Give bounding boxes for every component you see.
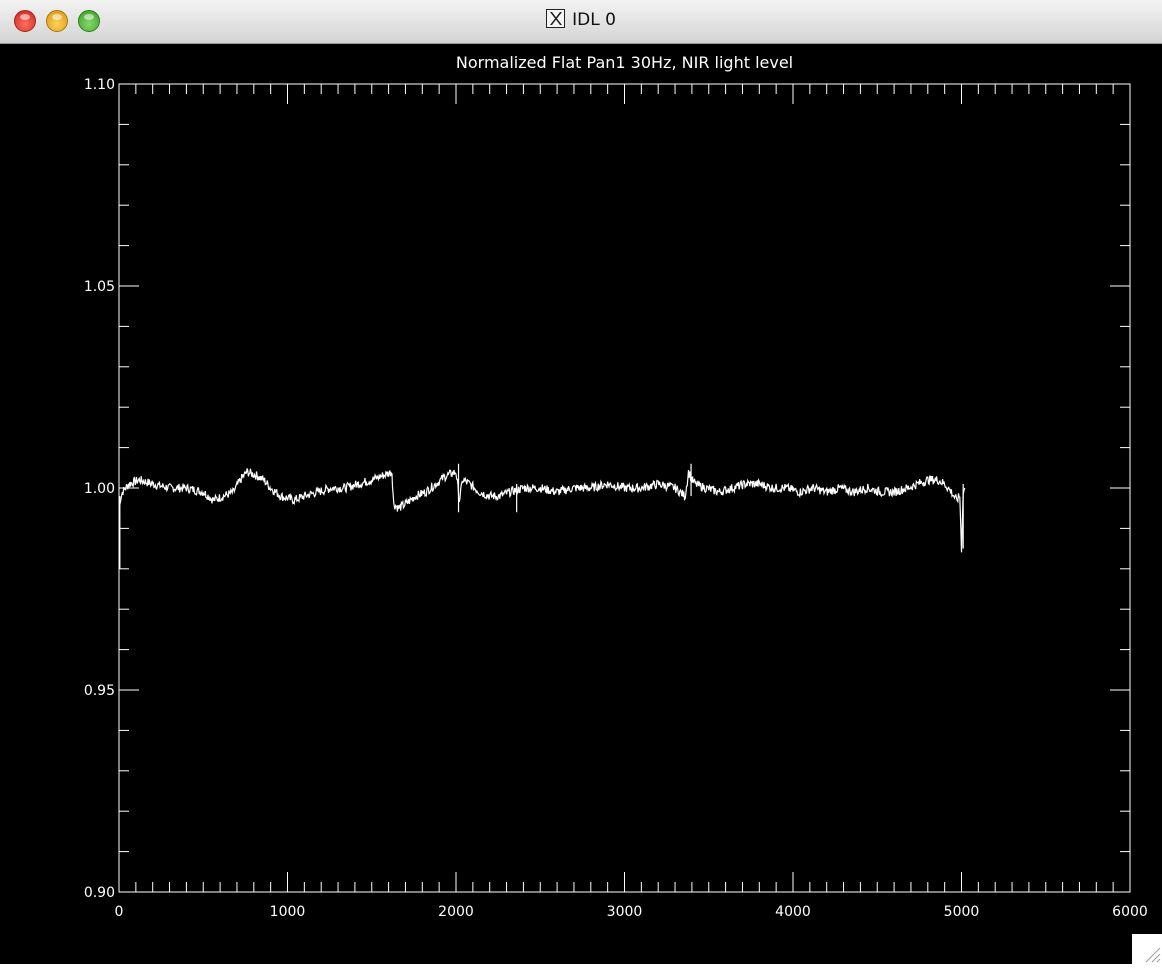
zoom-button[interactable] <box>78 10 100 32</box>
resize-grip[interactable] <box>1132 934 1162 964</box>
line-chart: Normalized Flat Pan1 30Hz, NIR light lev… <box>0 44 1162 964</box>
y-tick-label: 0.90 <box>84 885 115 901</box>
x-tick-label: 3000 <box>607 904 643 920</box>
window-titlebar[interactable]: IDL 0 <box>0 0 1162 44</box>
minimize-button[interactable] <box>46 10 68 32</box>
close-button[interactable] <box>14 10 36 32</box>
y-tick-label: 0.95 <box>84 683 115 699</box>
window-title: IDL 0 <box>572 10 616 30</box>
window-title-group: IDL 0 <box>0 9 1162 30</box>
y-tick-label: 1.10 <box>84 77 115 93</box>
data-series-line <box>118 468 966 553</box>
x-tick-label: 1000 <box>270 904 306 920</box>
x-tick-label: 0 <box>115 904 124 920</box>
x-tick-label: 5000 <box>944 904 980 920</box>
x11-icon <box>546 9 566 28</box>
x-tick-label: 2000 <box>438 904 474 920</box>
chart-title: Normalized Flat Pan1 30Hz, NIR light lev… <box>456 53 793 72</box>
x-tick-label: 4000 <box>775 904 811 920</box>
x-tick-label: 6000 <box>1112 904 1148 920</box>
y-tick-label: 1.05 <box>84 279 115 295</box>
plot-background <box>0 44 1162 964</box>
y-tick-label: 1.00 <box>84 481 115 497</box>
